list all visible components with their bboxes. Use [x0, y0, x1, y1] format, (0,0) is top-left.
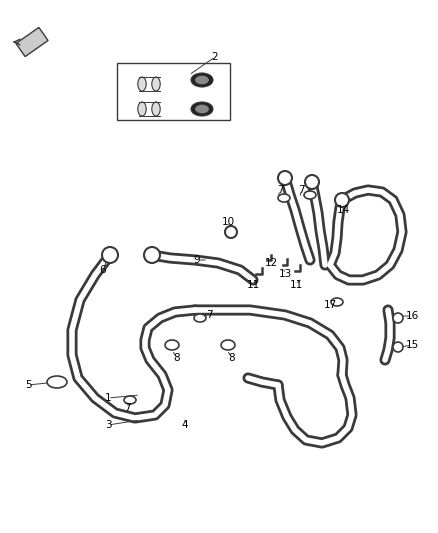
- Text: 16: 16: [406, 311, 419, 321]
- Ellipse shape: [195, 76, 209, 85]
- Ellipse shape: [152, 77, 160, 91]
- Ellipse shape: [138, 102, 146, 116]
- Circle shape: [305, 175, 319, 189]
- Ellipse shape: [278, 194, 290, 202]
- Ellipse shape: [138, 77, 146, 91]
- Text: 6: 6: [100, 265, 106, 275]
- Ellipse shape: [152, 102, 160, 116]
- Text: 11: 11: [246, 280, 260, 290]
- FancyBboxPatch shape: [16, 27, 48, 56]
- Text: 8: 8: [174, 353, 180, 363]
- Text: 14: 14: [336, 205, 350, 215]
- Ellipse shape: [393, 313, 403, 323]
- Text: 12: 12: [265, 258, 278, 268]
- Ellipse shape: [165, 340, 179, 350]
- Ellipse shape: [47, 376, 67, 388]
- Text: 9: 9: [194, 255, 200, 265]
- Text: 7: 7: [298, 185, 304, 195]
- Text: 3: 3: [105, 420, 111, 430]
- Ellipse shape: [304, 191, 316, 199]
- Ellipse shape: [195, 104, 209, 114]
- Text: 15: 15: [406, 340, 419, 350]
- Text: 8: 8: [229, 353, 235, 363]
- Ellipse shape: [191, 73, 213, 87]
- Text: 1: 1: [105, 393, 111, 403]
- Text: 11: 11: [290, 280, 303, 290]
- Text: 10: 10: [222, 217, 235, 227]
- Text: 7: 7: [277, 185, 283, 195]
- Text: 13: 13: [279, 269, 292, 279]
- Ellipse shape: [194, 314, 206, 322]
- Text: 2: 2: [212, 52, 218, 62]
- Ellipse shape: [393, 342, 403, 352]
- Circle shape: [144, 247, 160, 263]
- Ellipse shape: [124, 396, 136, 404]
- Ellipse shape: [221, 340, 235, 350]
- Text: 5: 5: [25, 380, 31, 390]
- Ellipse shape: [331, 298, 343, 306]
- Circle shape: [278, 171, 292, 185]
- Text: 17: 17: [323, 300, 337, 310]
- Circle shape: [102, 247, 118, 263]
- Text: 7: 7: [124, 403, 131, 413]
- Text: 4: 4: [182, 420, 188, 430]
- Text: 7: 7: [206, 310, 212, 320]
- Bar: [117, 63, 230, 120]
- Ellipse shape: [191, 102, 213, 116]
- Circle shape: [225, 226, 237, 238]
- Circle shape: [335, 193, 349, 207]
